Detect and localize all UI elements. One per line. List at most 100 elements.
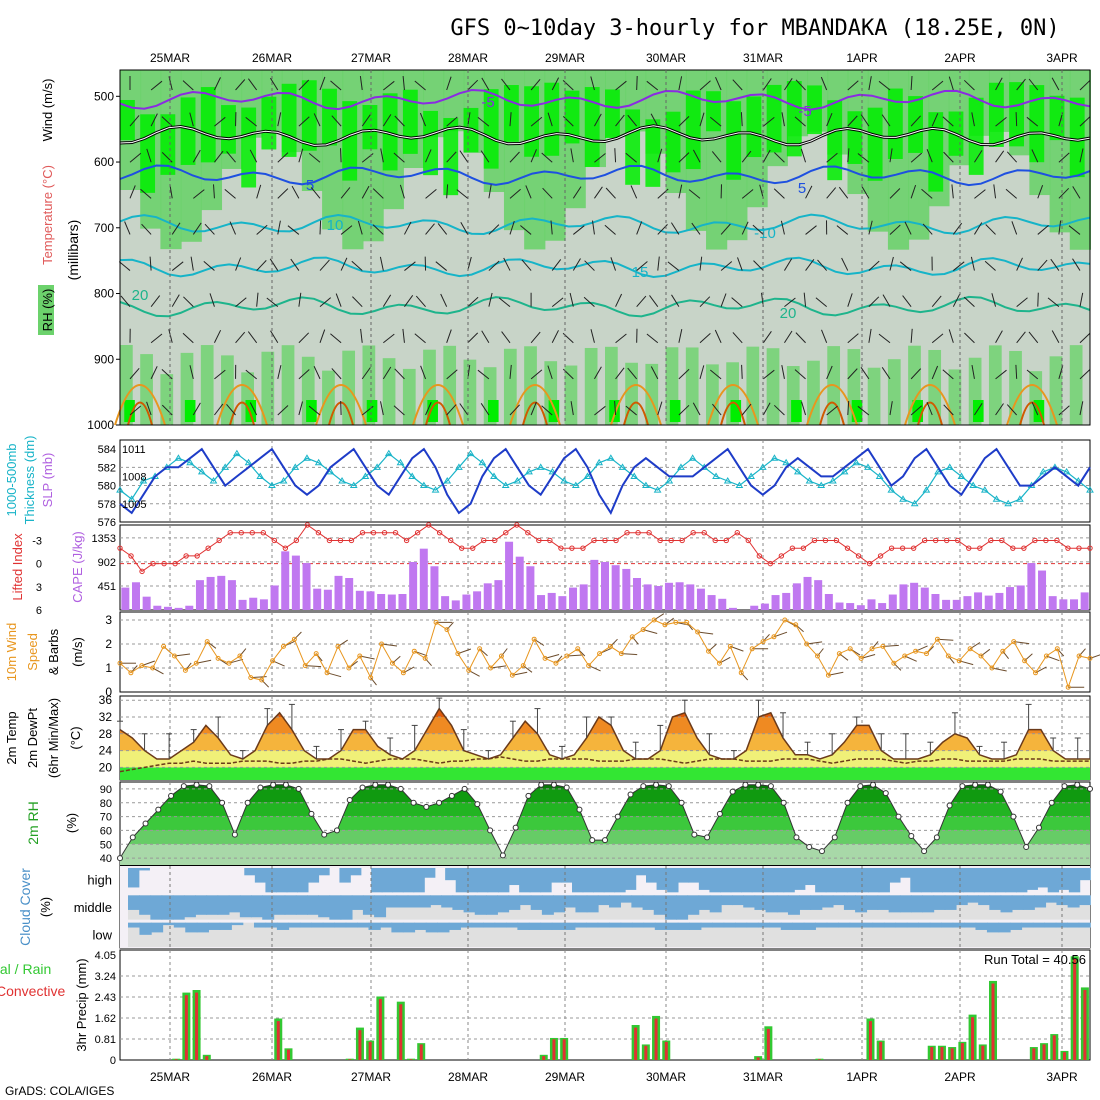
rh-point — [653, 781, 660, 788]
wind-barb — [570, 401, 574, 416]
thickness-point — [314, 458, 323, 466]
tick-label-right: 1005 — [122, 499, 146, 511]
rh-cell — [645, 119, 661, 187]
li-point — [459, 545, 465, 551]
wind-barb — [821, 329, 828, 343]
cloud-cell-high — [783, 868, 795, 893]
ylabel-speed: Speed — [25, 633, 40, 671]
cloud-cell-low — [1067, 922, 1080, 928]
wind-barb — [1068, 225, 1081, 235]
cloud-cell-middle — [217, 895, 230, 915]
tick-label-left: 582 — [98, 462, 116, 474]
cloud-cell-high — [318, 868, 330, 876]
wind-barb — [501, 78, 511, 91]
wind-barb — [229, 221, 237, 235]
tick-label-li: 6 — [36, 605, 42, 617]
rh-point — [436, 799, 443, 806]
rh-point — [206, 783, 213, 790]
panel-cape-li: -3 0 3 6 1353 902 451 Lifted Index CAPE (J/kg) — [10, 522, 1093, 617]
rh-point — [231, 831, 238, 838]
tick-label: 0 — [110, 1055, 116, 1067]
rh-point — [244, 799, 251, 806]
wind-barb — [570, 148, 574, 163]
isotherm-surface — [315, 384, 367, 426]
rh-cell — [746, 96, 762, 158]
wind-barb — [699, 296, 711, 308]
cape-bar — [1059, 599, 1068, 610]
rh-cell — [366, 400, 378, 422]
li-point — [1065, 545, 1071, 551]
wind-barb — [910, 152, 923, 163]
wind-barb — [921, 188, 933, 199]
cloud-cell-middle — [899, 895, 912, 913]
cloud-cell-low — [757, 922, 771, 928]
rh-cell — [245, 400, 257, 422]
wind-barb — [331, 368, 342, 380]
cape-bar — [814, 580, 823, 610]
cloud-cell-middle — [1000, 895, 1013, 913]
precip-conv-bar — [562, 1039, 566, 1060]
cloud-cell-low — [849, 922, 862, 928]
wind-speed-point — [389, 660, 395, 666]
rh-cell — [1069, 97, 1085, 178]
wind-barb — [277, 188, 289, 199]
wind-barb — [995, 77, 1003, 91]
wind-barb — [213, 77, 221, 91]
wind-barb — [1058, 187, 1070, 199]
wind-barb — [319, 329, 326, 343]
wind-barb — [379, 256, 384, 271]
cloud-cell-low — [128, 922, 141, 928]
rh-cell — [503, 348, 517, 425]
thickness-point — [595, 458, 604, 466]
cloud-cell-high — [942, 868, 954, 893]
wind-barb — [1058, 405, 1070, 416]
cloud-cell-high — [794, 868, 806, 890]
wind-barb — [120, 295, 131, 307]
cape-bar — [846, 603, 855, 610]
wind-barb — [446, 329, 452, 343]
li-point — [966, 545, 972, 551]
thickness-point — [291, 463, 300, 470]
cloud-cell-low — [700, 922, 713, 928]
cloud-cell-low — [952, 922, 965, 928]
cloud-cell-middle — [273, 895, 286, 915]
cloud-cell-high — [445, 868, 457, 881]
cloud-cell-middle — [586, 895, 599, 913]
wind-barb — [213, 329, 222, 343]
cape-bar — [675, 582, 684, 610]
cloud-cell-low — [677, 922, 690, 930]
rh-cell — [427, 400, 438, 422]
wind-barb — [953, 261, 965, 271]
wind-barb-10m — [512, 671, 528, 676]
cape-bar — [1080, 592, 1089, 610]
rh-cell — [402, 368, 416, 425]
wind-barb — [584, 260, 595, 271]
li-point — [888, 545, 895, 551]
li-point — [238, 530, 244, 536]
wind-barb — [800, 148, 807, 163]
cloud-cell-low — [1044, 922, 1057, 928]
wind-barb — [594, 113, 602, 127]
wind-barb — [150, 366, 158, 380]
wind-barb — [805, 185, 813, 199]
wind-barb — [815, 297, 827, 308]
date-label-top: 26MAR — [252, 51, 292, 65]
li-point — [392, 530, 399, 536]
thickness-point — [677, 463, 685, 470]
cloud-cell-low — [494, 922, 507, 928]
wind-barb-10m — [239, 648, 247, 657]
cape-bar — [227, 580, 236, 610]
wind-barb — [931, 333, 944, 344]
isotherm-surface — [127, 401, 153, 426]
wind-barb — [1028, 331, 1039, 344]
cape-bar — [537, 595, 546, 610]
wind-barb — [714, 329, 722, 343]
wind-barb — [150, 333, 163, 344]
cape-bar — [195, 580, 204, 610]
cloud-cell-low — [150, 922, 164, 933]
cape-bar — [835, 602, 844, 610]
wind-barb — [256, 292, 259, 307]
wind-barb — [330, 80, 342, 91]
wind-barb — [530, 116, 543, 127]
